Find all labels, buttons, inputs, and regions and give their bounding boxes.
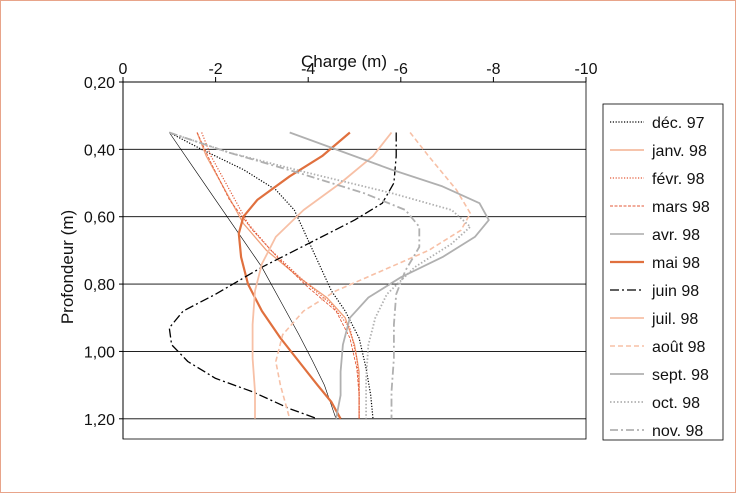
series-line: [201, 132, 360, 419]
y-tick-label: 0,20: [84, 75, 115, 92]
x-tick-label: -10: [574, 61, 597, 78]
y-tick-label: 1,20: [84, 412, 115, 429]
x-tick-label: -6: [394, 61, 408, 78]
series-line: [196, 132, 360, 419]
plot-border: [122, 81, 587, 440]
legend-label: janv. 98: [651, 143, 707, 160]
legend-label: févr. 98: [652, 171, 705, 188]
x-tick-label: 0: [119, 61, 128, 78]
legend-label: oct. 98: [652, 395, 700, 412]
x-tick-label: -2: [208, 61, 222, 78]
legend: déc. 97 janv. 98 févr. 98 mars 98 avr. 98 mai…: [602, 103, 724, 441]
legend-label: juin 98: [651, 283, 699, 300]
legend-label: mai 98: [652, 255, 700, 272]
y-axis-label: Profondeur (m): [58, 210, 77, 324]
legend-label: avr. 98: [652, 227, 700, 244]
x-axis-label: Charge (m): [301, 52, 387, 71]
legend-label: août 98: [652, 339, 705, 356]
series-line: [237, 131, 351, 420]
legend-box: [602, 103, 724, 441]
x-axis-ticks: 0 -2 -4 -6 -8 -10: [119, 61, 598, 82]
y-axis-ticks: 0,20 0,40 0,60 0,80 1,00 1,20: [84, 75, 123, 429]
plot-area: [122, 81, 587, 440]
series-line: [169, 131, 421, 419]
series-line: [169, 131, 472, 419]
series-line: [196, 132, 360, 419]
axes: [122, 81, 586, 439]
y-tick-label: 1,00: [84, 344, 115, 361]
series-line: [169, 132, 337, 419]
series-line: [289, 131, 490, 419]
legend-label: juil. 98: [651, 311, 698, 328]
series-line: [168, 132, 397, 420]
legend-label: sept. 98: [652, 367, 709, 384]
y-tick-label: 0,40: [84, 142, 115, 159]
x-tick-label: -4: [301, 61, 315, 78]
legend-label: nov. 98: [652, 423, 703, 440]
x-tick-label: -8: [486, 61, 500, 78]
y-tick-label: 0,60: [84, 210, 115, 227]
series-line: [275, 132, 472, 420]
series-lines: [168, 131, 490, 420]
legend-label: déc. 97: [652, 115, 705, 132]
legend-label: mars 98: [652, 199, 710, 216]
series-line: [251, 131, 393, 419]
gridlines: [123, 148, 586, 420]
y-tick-label: 0,80: [84, 277, 115, 294]
